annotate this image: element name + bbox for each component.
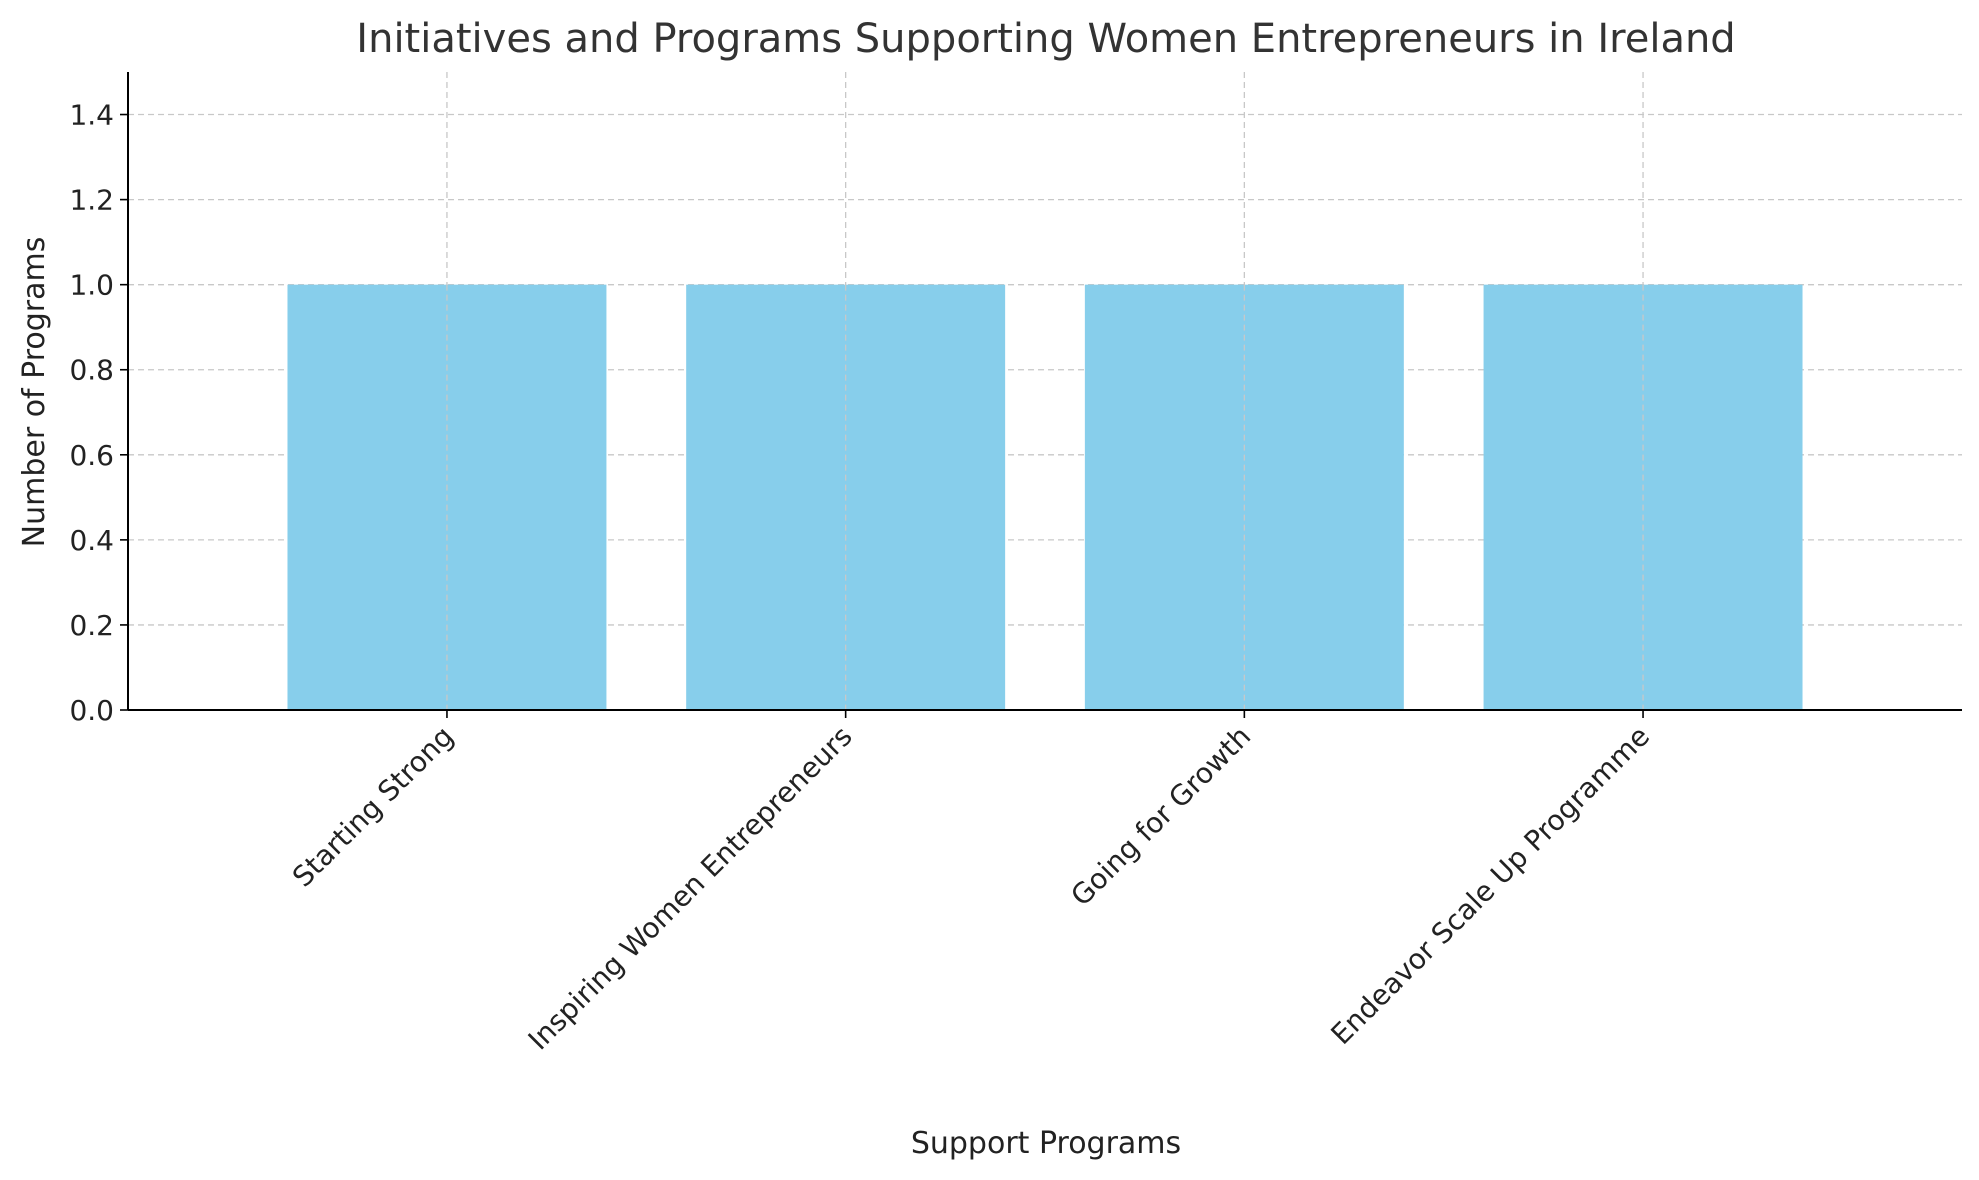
x-tick-label: Going for Growth — [1064, 720, 1257, 913]
y-tick-label: 0.6 — [69, 439, 114, 472]
y-tick-label: 0.0 — [69, 694, 114, 727]
x-tick-label: Starting Strong — [286, 720, 460, 894]
x-tick-label: Inspiring Women Entrepreneurs — [522, 720, 859, 1057]
y-tick-label: 0.2 — [69, 609, 114, 642]
x-axis-label: Support Programs — [911, 1126, 1181, 1161]
y-tick-label: 0.8 — [69, 354, 114, 387]
bars-layer — [287, 284, 1803, 710]
x-ticks-layer: Starting Strong Inspiring Women Entrepren… — [286, 710, 1656, 1057]
y-axis-label: Number of Programs — [17, 237, 52, 548]
y-tick-label: 1.4 — [69, 99, 114, 132]
y-tick-label: 1.2 — [69, 184, 114, 217]
y-tick-label: 0.4 — [69, 524, 114, 557]
y-ticks-layer: 0.0 0.2 0.4 0.6 0.8 1.0 1.2 1.4 — [69, 99, 128, 727]
x-tick-label: Endeavor Scale Up Programme — [1325, 720, 1656, 1051]
y-tick-label: 1.0 — [69, 269, 114, 302]
chart-title: Initiatives and Programs Supporting Wome… — [356, 16, 1735, 62]
axes-layer — [127, 72, 1962, 711]
